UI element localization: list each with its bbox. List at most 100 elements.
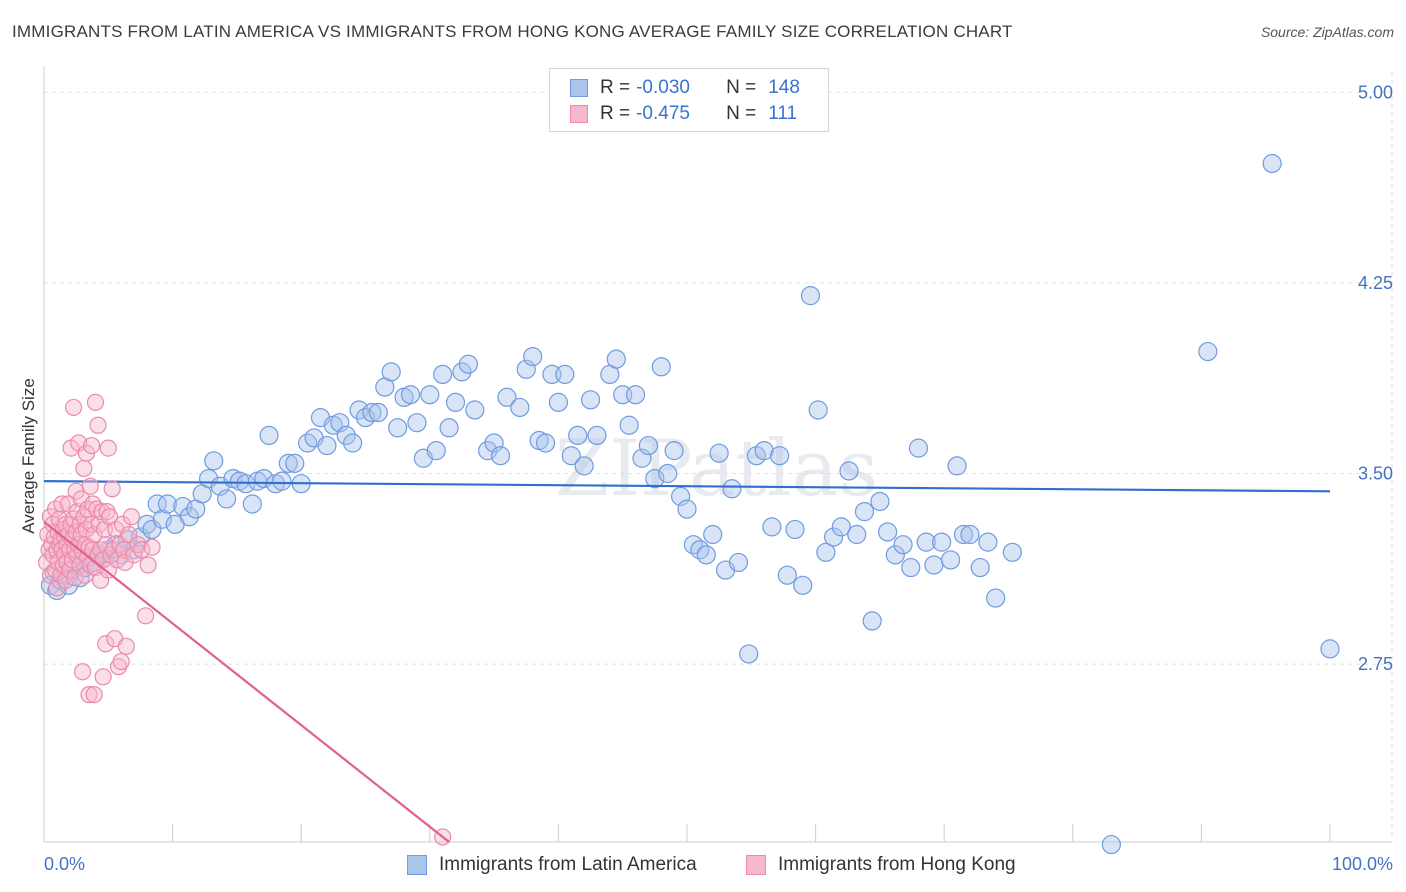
series-layer [37, 153, 1340, 855]
data-point [81, 477, 99, 495]
data-point [97, 635, 115, 653]
data-point [368, 402, 388, 423]
data-point [793, 575, 813, 595]
n-label: N = [726, 77, 757, 98]
data-point [388, 418, 408, 438]
data-point [555, 364, 575, 385]
data-point [407, 413, 427, 433]
data-point [510, 397, 530, 418]
correlation-legend: R = -0.030 N = 148 R = -0.475 N = 111 [549, 68, 829, 132]
data-point [445, 392, 466, 412]
data-point [870, 491, 890, 512]
data-point [1101, 834, 1121, 855]
data-point [690, 540, 710, 560]
data-point [762, 517, 782, 537]
series-legend-label: Immigrants from Hong Kong [778, 854, 1016, 875]
data-point [122, 508, 141, 526]
series-legend-hong-kong: Immigrants from Hong Kong [746, 852, 1016, 878]
data-point [298, 433, 318, 453]
data-point [242, 494, 262, 514]
axes [43, 66, 1392, 843]
data-point [638, 435, 659, 456]
data-point [336, 425, 356, 445]
data-point [478, 441, 498, 461]
data-point [179, 507, 199, 527]
data-point [709, 443, 729, 463]
y-axis-label: Average Family Size [19, 378, 38, 534]
data-point [272, 471, 292, 491]
data-point [497, 387, 517, 407]
data-point [278, 453, 298, 473]
data-point [664, 441, 684, 461]
r-value: -0.030 [636, 77, 690, 98]
data-point [426, 441, 446, 461]
r-label: R = [600, 77, 631, 98]
data-point [80, 686, 98, 704]
legend-row-hong-kong: R = -0.475 N = 111 [570, 102, 797, 126]
data-point [147, 494, 167, 514]
data-point [103, 480, 121, 498]
data-point [568, 425, 588, 445]
data-point [381, 362, 401, 382]
data-point [658, 463, 678, 484]
data-point [362, 402, 382, 423]
data-point [523, 347, 543, 367]
series-legend-label: Immigrants from Latin America [439, 854, 697, 875]
x-tick-label: 0.0% [44, 854, 85, 874]
data-point [152, 509, 172, 529]
data-point [133, 541, 151, 559]
data-point [1002, 542, 1022, 562]
data-point [64, 398, 83, 417]
gridlines [44, 72, 1393, 842]
n-value: 148 [768, 77, 800, 98]
data-point [769, 446, 790, 466]
data-point [831, 517, 851, 537]
data-point [490, 446, 511, 466]
data-point [777, 565, 797, 585]
data-point [800, 286, 821, 306]
y-tick-label: 4.25 [1358, 273, 1393, 293]
data-point [157, 494, 178, 514]
data-point [1320, 639, 1340, 659]
data-point [862, 611, 882, 631]
data-point [112, 652, 130, 671]
data-point [960, 524, 980, 545]
series-swatch-latin-america [407, 855, 427, 875]
x-tick-label: 100.0% [1332, 854, 1393, 874]
watermark: ZIPatlas [555, 424, 878, 514]
data-point [683, 535, 704, 555]
data-point [986, 588, 1006, 608]
data-point [739, 644, 759, 664]
data-point [908, 438, 929, 458]
data-point [355, 408, 376, 428]
data-point [947, 456, 967, 476]
data-point [916, 532, 936, 552]
trend-line [43, 520, 450, 843]
data-point [75, 459, 93, 478]
data-point [703, 524, 723, 545]
data-point [548, 392, 569, 412]
data-point [204, 451, 224, 471]
data-point [89, 416, 107, 434]
data-point [458, 354, 478, 374]
data-point [970, 557, 990, 578]
data-point [400, 385, 421, 405]
data-point [86, 393, 105, 411]
n-label: N = [726, 103, 757, 124]
data-point [85, 525, 103, 544]
r-value: -0.475 [636, 103, 690, 124]
y-tick-label: 5.00 [1358, 82, 1393, 102]
data-point [91, 541, 110, 559]
data-point [137, 514, 157, 534]
data-point [452, 362, 472, 382]
data-point [1262, 153, 1282, 174]
data-point [94, 668, 112, 686]
data-point [824, 527, 844, 547]
data-point [73, 663, 92, 681]
data-point [139, 556, 157, 574]
data-point [645, 469, 665, 489]
data-point [677, 499, 697, 519]
data-point [847, 524, 867, 545]
data-point [901, 557, 921, 578]
